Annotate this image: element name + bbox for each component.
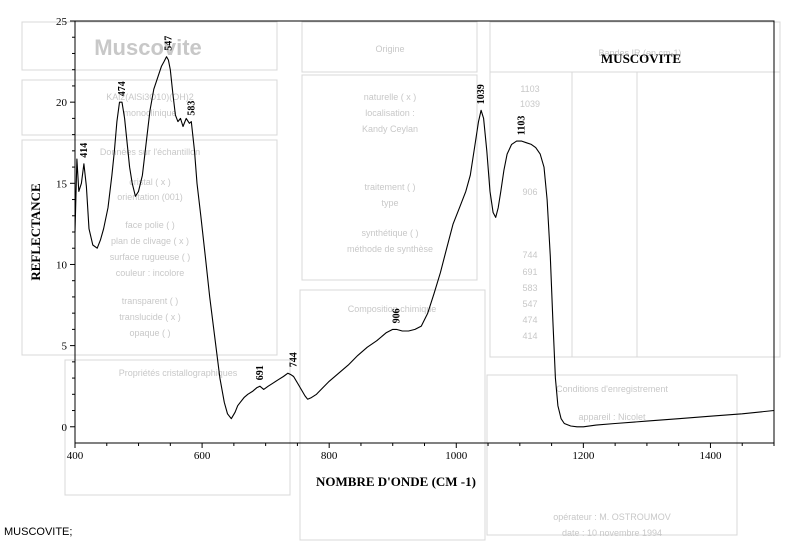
ghost-text: Composition chimique (348, 304, 437, 314)
ghost-text: 906 (522, 187, 537, 197)
x-tick-label: 400 (67, 450, 84, 462)
y-tick-label: 15 (56, 178, 68, 190)
peak-labels: 414 474 547 583 691 744 906 1039 1103 (79, 36, 528, 381)
x-axis-title: NOMBRE D'ONDE (CM -1) (316, 474, 476, 489)
ghost-text: type (381, 198, 398, 208)
ghost-text: 744 (522, 250, 537, 260)
x-tick-label: 1400 (699, 450, 722, 462)
x-tick-label: 600 (194, 450, 211, 462)
peak-label: 583 (186, 101, 197, 116)
x-tick-label: 1000 (445, 450, 468, 462)
ghost-text: traitement ( ) (364, 182, 415, 192)
y-tick-label: 10 (56, 259, 68, 271)
ghost-crystal-box (64, 359, 291, 496)
ghost-text: face polie ( ) (125, 220, 175, 230)
peak-label: 474 (117, 81, 128, 96)
background-form: Muscovite KAl2(AlSi3O10)(OH)2monocliniqu… (21, 21, 781, 541)
x-tick-label: 800 (321, 450, 338, 462)
ghost-text: Kandy Ceylan (362, 124, 418, 134)
ghost-composition-box (299, 289, 486, 541)
peak-label: 414 (79, 143, 90, 158)
x-axis: 400 600 800 1000 1200 1400 (67, 443, 775, 462)
y-tick-label: 5 (62, 341, 68, 353)
ghost-sample-box (21, 139, 278, 356)
ghost-text: Données sur l'échantillon (100, 147, 200, 157)
ghost-text: localisation : (365, 108, 415, 118)
ghost-text: KAl2(AlSi3O10)(OH)2 (106, 92, 194, 102)
peak-label: 1039 (476, 84, 487, 104)
ghost-text: transparent ( ) (122, 296, 179, 306)
ghost-title: Muscovite (94, 35, 202, 60)
peak-label: 744 (289, 352, 300, 367)
ghost-text: méthode de synthèse (347, 244, 433, 254)
ghost-origin-body (301, 74, 478, 281)
ghost-text: orientation (001) (117, 192, 183, 202)
ghost-text: couleur : incolore (116, 268, 185, 278)
y-axis: 0 5 10 15 20 25 (56, 16, 75, 434)
ghost-text: naturelle ( x ) (364, 92, 417, 102)
ghost-text: Bandes IR (en cm-1) (598, 48, 681, 58)
ghost-text: surface rugueuse ( ) (110, 252, 191, 262)
y-tick-label: 25 (56, 16, 68, 28)
ghost-text: opérateur : M. OSTROUMOV (553, 512, 671, 522)
ghost-text: 1103 (520, 84, 539, 94)
ghost-formula-box (21, 79, 278, 136)
ghost-bands-body (489, 71, 781, 358)
ghost-origin-box (301, 21, 478, 73)
y-tick-label: 20 (56, 97, 68, 109)
ghost-text: 1039 (520, 99, 540, 109)
peak-label: 691 (255, 365, 266, 380)
ghost-text: opaque ( ) (129, 328, 170, 338)
ghost-text: Origine (375, 44, 404, 54)
ghost-text: Propriétés cristallographiques (119, 368, 238, 378)
ghost-text: cristal ( x ) (129, 177, 171, 187)
peak-label: 1103 (517, 116, 528, 135)
ghost-text: plan de clivage ( x ) (111, 236, 189, 246)
plot-frame (74, 20, 775, 444)
ghost-text: 691 (522, 267, 537, 277)
x-tick-label: 1200 (572, 450, 595, 462)
peak-label: 547 (163, 36, 174, 51)
ghost-text: translucide ( x ) (119, 312, 181, 322)
y-tick-label: 0 (62, 422, 68, 434)
ghost-text: Conditions d'enregistrement (556, 384, 668, 394)
ghost-text: 547 (522, 299, 537, 309)
chart-title: MUSCOVITE (601, 51, 681, 66)
ghost-text: 414 (522, 331, 537, 341)
ghost-text: synthétique ( ) (361, 228, 418, 238)
ghost-title-box (21, 21, 278, 71)
ghost-text: date : 10 novembre 1994 (562, 528, 662, 538)
ghost-text: appareil : Nicolet (578, 412, 646, 422)
y-axis-title: REFLECTANCE (28, 183, 43, 280)
ghost-conditions-box (486, 374, 738, 536)
peak-label: 906 (392, 308, 403, 323)
image-caption: MUSCOVITE; (4, 526, 73, 538)
series-line (74, 56, 775, 428)
ghost-text: 474 (522, 315, 537, 325)
ghost-text: 583 (522, 283, 537, 293)
